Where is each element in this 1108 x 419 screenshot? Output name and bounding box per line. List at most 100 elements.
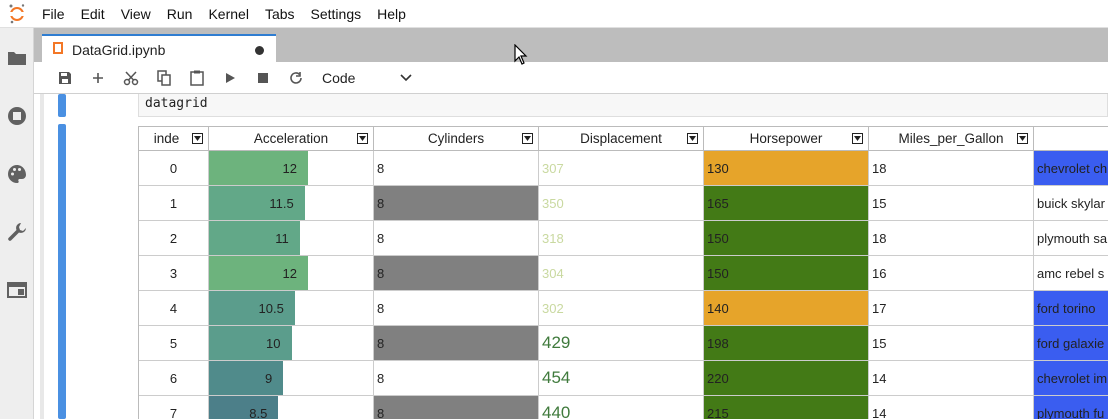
cell-cylinders[interactable]: 8: [374, 361, 539, 396]
cell-name[interactable]: ford torino: [1034, 291, 1108, 326]
copy-button[interactable]: [147, 65, 180, 91]
unsaved-dot-icon[interactable]: [255, 46, 264, 55]
cell-cylinders[interactable]: 8: [374, 291, 539, 326]
restart-button[interactable]: [279, 65, 312, 91]
cell-index[interactable]: 6: [139, 361, 209, 396]
running-sessions-icon[interactable]: [5, 104, 29, 128]
cell-acceleration[interactable]: 9: [209, 361, 374, 396]
cell-index[interactable]: 4: [139, 291, 209, 326]
menu-file[interactable]: File: [42, 5, 65, 22]
column-filter-icon[interactable]: [357, 133, 368, 144]
cell-displacement[interactable]: 304: [539, 256, 704, 291]
cell-displacement[interactable]: 429: [539, 326, 704, 361]
cell-miles-per-gallon[interactable]: 18: [869, 221, 1034, 256]
column-filter-icon[interactable]: [852, 133, 863, 144]
cell-name[interactable]: buick skylar: [1034, 186, 1108, 221]
cell-acceleration[interactable]: 12: [209, 256, 374, 291]
column-header-miles-per-gallon[interactable]: Miles_per_Gallon: [869, 127, 1034, 151]
column-filter-icon[interactable]: [687, 133, 698, 144]
cell-displacement[interactable]: 454: [539, 361, 704, 396]
column-header-acceleration[interactable]: Acceleration: [209, 127, 374, 151]
cell-miles-per-gallon[interactable]: 15: [869, 186, 1034, 221]
cell-acceleration[interactable]: 8.5: [209, 396, 374, 419]
cell-index[interactable]: 2: [139, 221, 209, 256]
cell-displacement[interactable]: 307: [539, 151, 704, 186]
cell-displacement[interactable]: 440: [539, 396, 704, 419]
cell-cylinders[interactable]: 8: [374, 256, 539, 291]
cell-name[interactable]: ford galaxie: [1034, 326, 1108, 361]
cell-displacement[interactable]: 318: [539, 221, 704, 256]
output-collapser[interactable]: [58, 124, 66, 419]
menu-kernel[interactable]: Kernel: [208, 5, 249, 22]
column-filter-icon[interactable]: [192, 133, 203, 144]
cell-acceleration[interactable]: 11.5: [209, 186, 374, 221]
menu-edit[interactable]: Edit: [80, 5, 105, 22]
cell-cylinders[interactable]: 8: [374, 151, 539, 186]
column-header-label: inde: [153, 131, 180, 146]
cell-acceleration[interactable]: 10: [209, 326, 374, 361]
cell-index[interactable]: 5: [139, 326, 209, 361]
run-button[interactable]: [213, 65, 246, 91]
palette-icon[interactable]: [5, 162, 29, 186]
column-filter-icon[interactable]: [1017, 133, 1028, 144]
jupyter-logo-icon[interactable]: [0, 0, 34, 28]
cell-horsepower[interactable]: 130: [704, 151, 869, 186]
cell-horsepower[interactable]: 140: [704, 291, 869, 326]
cut-button[interactable]: [114, 65, 147, 91]
insert-cell-button[interactable]: [81, 65, 114, 91]
cell-name[interactable]: plymouth sa: [1034, 221, 1108, 256]
cell-cylinders[interactable]: 8: [374, 396, 539, 419]
column-header-displacement[interactable]: Displacement: [539, 127, 704, 151]
column-header-name[interactable]: N: [1034, 127, 1108, 151]
cell-collapser[interactable]: [58, 94, 66, 117]
code-cell-input[interactable]: datagrid: [138, 94, 1108, 117]
menu-run[interactable]: Run: [166, 5, 193, 22]
paste-button[interactable]: [180, 65, 213, 91]
cell-index[interactable]: 0: [139, 151, 209, 186]
cell-miles-per-gallon[interactable]: 16: [869, 256, 1034, 291]
menu-view[interactable]: View: [120, 5, 151, 22]
menu-tabs[interactable]: Tabs: [264, 5, 295, 22]
cell-miles-per-gallon[interactable]: 15: [869, 326, 1034, 361]
cell-type-select[interactable]: Code: [322, 70, 412, 86]
cell-name[interactable]: plymouth fu: [1034, 396, 1108, 419]
tabs-icon[interactable]: [5, 278, 29, 302]
cell-name[interactable]: chevrolet ch: [1034, 151, 1108, 186]
cell-miles-per-gallon[interactable]: 14: [869, 361, 1034, 396]
cell-horsepower[interactable]: 198: [704, 326, 869, 361]
cell-miles-per-gallon[interactable]: 18: [869, 151, 1034, 186]
cell-index[interactable]: 3: [139, 256, 209, 291]
folder-icon[interactable]: [5, 46, 29, 70]
cell-miles-per-gallon[interactable]: 14: [869, 396, 1034, 419]
cell-acceleration[interactable]: 11: [209, 221, 374, 256]
cell-index[interactable]: 7: [139, 396, 209, 419]
cell-miles-per-gallon[interactable]: 17: [869, 291, 1034, 326]
cell-acceleration[interactable]: 12: [209, 151, 374, 186]
cell-horsepower[interactable]: 165: [704, 186, 869, 221]
column-header-index[interactable]: inde: [139, 127, 209, 151]
cell-horsepower[interactable]: 150: [704, 221, 869, 256]
cell-cylinders[interactable]: 8: [374, 221, 539, 256]
cell-displacement[interactable]: 302: [539, 291, 704, 326]
column-header-horsepower[interactable]: Horsepower: [704, 127, 869, 151]
cell-name[interactable]: amc rebel s: [1034, 256, 1108, 291]
column-header-cylinders[interactable]: Cylinders: [374, 127, 539, 151]
cell-horsepower[interactable]: 150: [704, 256, 869, 291]
cell-horsepower[interactable]: 215: [704, 396, 869, 419]
cell-displacement[interactable]: 350: [539, 186, 704, 221]
save-button[interactable]: [48, 65, 81, 91]
wrench-icon[interactable]: [5, 220, 29, 244]
tab-datagrid-notebook[interactable]: DataGrid.ipynb: [42, 34, 276, 63]
cell-cylinders[interactable]: 8: [374, 186, 539, 221]
menu-settings[interactable]: Settings: [310, 5, 362, 22]
cell-name[interactable]: chevrolet im: [1034, 361, 1108, 396]
cell-horsepower[interactable]: 220: [704, 361, 869, 396]
cell-cylinders[interactable]: 8: [374, 326, 539, 361]
column-filter-icon[interactable]: [522, 133, 533, 144]
datagrid[interactable]: inde Acceleration Cylinders Displacement Hor…: [138, 126, 1108, 419]
cell-acceleration[interactable]: 10.5: [209, 291, 374, 326]
cell-value: 8: [377, 370, 385, 386]
interrupt-button[interactable]: [246, 65, 279, 91]
cell-index[interactable]: 1: [139, 186, 209, 221]
menu-help[interactable]: Help: [377, 5, 406, 22]
